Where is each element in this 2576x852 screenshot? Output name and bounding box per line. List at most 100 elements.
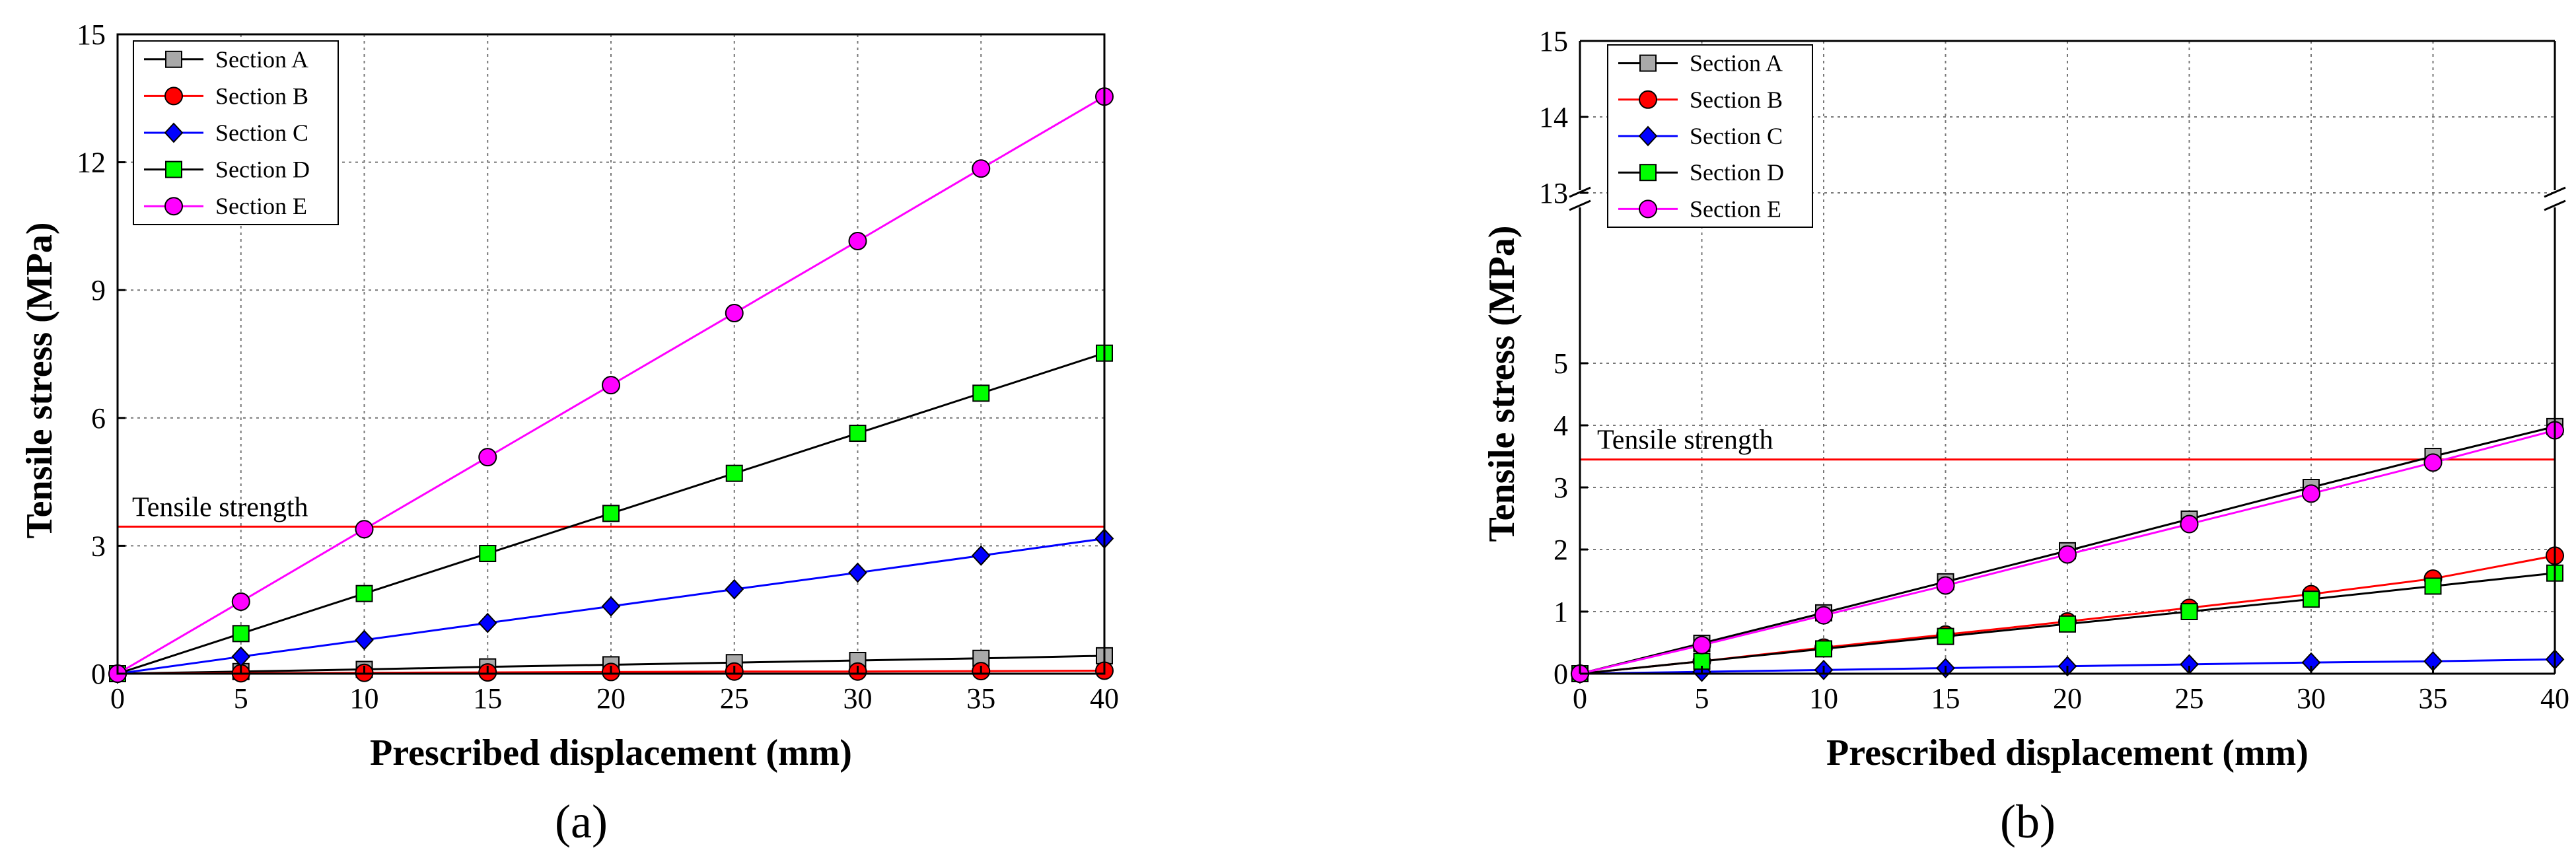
legend-marker xyxy=(1639,164,1657,182)
y-tick-label: 13 xyxy=(1539,177,1568,209)
axes: 0 5 10 15 20 25 30 35 40 0 3 6 9 12 15 xyxy=(77,18,1119,715)
x-tick-label: 15 xyxy=(473,682,502,715)
legend-marker xyxy=(164,197,183,216)
legend-marker xyxy=(1639,199,1657,219)
legend-marker xyxy=(1639,54,1657,72)
panel-label: (b) xyxy=(2000,795,2056,848)
data-point xyxy=(355,629,374,651)
data-point xyxy=(2180,603,2198,620)
y-tick-label: 3 xyxy=(1554,472,1568,504)
panel-label: (a) xyxy=(555,795,608,848)
x-tick-label: 25 xyxy=(720,682,749,715)
legend-label: Section A xyxy=(215,46,308,73)
y-tick-label: 6 xyxy=(91,402,106,435)
x-tick-label: 5 xyxy=(234,682,248,715)
data-point xyxy=(602,505,620,522)
data-point xyxy=(848,562,867,583)
x-axis-title: Prescribed displacement (mm) xyxy=(370,732,852,773)
y-tick-label: 15 xyxy=(1539,25,1568,57)
legend-marker xyxy=(165,160,182,178)
x-tick-label: 30 xyxy=(2297,682,2326,715)
x-tick-label: 35 xyxy=(2419,682,2448,715)
legend-marker xyxy=(1639,90,1657,109)
chart-panel-b: Tensile strength 0 5 10 15 20 25 30 35 40 0 1 2 3 4 5 13… xyxy=(1482,25,2569,848)
y-tick-label: 4 xyxy=(1554,409,1568,442)
chart-panel-a: Tensile strength 0 5 10 15 20 25 30 35 40 0 3 6 9 12 15… xyxy=(19,18,1119,848)
y-tick-label: 0 xyxy=(1554,658,1568,690)
series-section-c xyxy=(108,528,1114,684)
data-point xyxy=(601,596,621,617)
axes: 0 5 10 15 20 25 30 35 40 0 1 2 3 4 5 13 14 15 xyxy=(1539,25,2569,715)
x-axis-title: Prescribed displacement (mm) xyxy=(1826,732,2308,773)
legend-marker xyxy=(1638,125,1658,147)
y-tick-label: 9 xyxy=(91,274,106,306)
y-tick-label: 1 xyxy=(1554,596,1568,628)
data-point xyxy=(1815,640,1832,658)
data-point xyxy=(479,545,497,563)
x-tick-label: 25 xyxy=(2175,682,2204,715)
legend-label: Section B xyxy=(215,83,308,109)
x-tick-label: 40 xyxy=(2540,682,2569,715)
axis-break-mark xyxy=(1569,199,1591,211)
y-axis-title: Tensile stress (MPa) xyxy=(1482,225,1522,542)
data-point xyxy=(355,520,374,539)
data-point xyxy=(2303,590,2320,608)
x-tick-label: 0 xyxy=(1573,682,1587,715)
legend-label: Section A xyxy=(1690,50,1783,77)
x-tick-label: 0 xyxy=(110,682,125,715)
data-point xyxy=(2424,577,2442,595)
data-point xyxy=(231,592,250,611)
legend: Section A Section B Section C Section D Sect… xyxy=(1607,44,1813,228)
data-point xyxy=(1814,606,1833,625)
y-axis-title: Tensile stress (MPa) xyxy=(19,222,60,538)
series-section-e xyxy=(1571,421,2564,683)
x-tick-label: 40 xyxy=(1090,682,1119,715)
data-point xyxy=(2180,515,2199,534)
data-point xyxy=(2058,545,2077,564)
data-point xyxy=(972,384,990,402)
legend-marker xyxy=(165,50,182,68)
data-point xyxy=(849,425,867,443)
tensile-strength-label: Tensile strength xyxy=(1597,425,1773,456)
data-point xyxy=(355,585,373,602)
data-point xyxy=(2059,615,2076,633)
y-tick-label: 12 xyxy=(77,147,106,179)
y-tick-label: 14 xyxy=(1539,101,1568,133)
y-tick-label: 3 xyxy=(91,530,106,562)
legend-label: Section E xyxy=(215,193,307,219)
legend-label: Section D xyxy=(1690,159,1784,186)
legend: Section A Section B Section C Section D Sect… xyxy=(133,40,339,225)
data-point xyxy=(848,231,867,250)
legend-label: Section C xyxy=(1690,123,1783,149)
data-point xyxy=(232,625,250,643)
x-tick-label: 5 xyxy=(1695,682,1709,715)
x-tick-label: 10 xyxy=(350,682,379,715)
data-point xyxy=(1692,635,1711,655)
data-point xyxy=(1937,627,1954,645)
data-point xyxy=(2302,484,2320,503)
data-point xyxy=(1936,576,1955,595)
data-point xyxy=(725,579,744,600)
grid xyxy=(118,34,1104,674)
x-tick-label: 15 xyxy=(1931,682,1960,715)
data-point xyxy=(602,376,620,395)
x-tick-label: 10 xyxy=(1809,682,1838,715)
grid xyxy=(1580,41,2555,674)
x-tick-label: 30 xyxy=(843,682,873,715)
tensile-strength-label: Tensile strength xyxy=(132,492,308,522)
data-point xyxy=(2423,453,2443,472)
legend-marker xyxy=(164,122,184,143)
x-tick-label: 20 xyxy=(2053,682,2082,715)
data-point xyxy=(478,612,497,633)
legend-label: Section D xyxy=(215,157,310,183)
y-tick-label: 5 xyxy=(1554,347,1568,380)
legend-label: Section B xyxy=(1690,87,1783,113)
data-point xyxy=(478,448,497,467)
legend-marker xyxy=(164,87,183,106)
legend-label: Section E xyxy=(1690,195,1781,222)
y-tick-label: 15 xyxy=(77,18,106,51)
axis-break-mark xyxy=(2544,199,2566,211)
axis-break-mark xyxy=(2544,186,2566,198)
data-point xyxy=(725,304,744,323)
